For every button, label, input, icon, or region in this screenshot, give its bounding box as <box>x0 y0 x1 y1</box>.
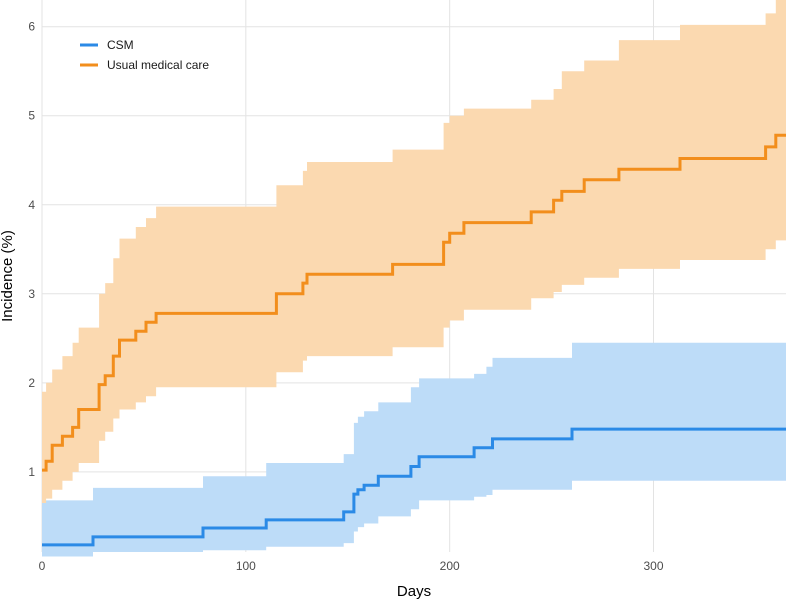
y-tick-label: 6 <box>28 20 35 34</box>
series-line-2 <box>42 133 786 472</box>
legend: CSM Usual medical care <box>80 38 209 72</box>
y-axis-ticks: 1 2 3 4 5 6 <box>28 20 35 479</box>
y-tick-label: 3 <box>28 287 35 301</box>
x-axis-title: Days <box>397 583 431 599</box>
series-lines <box>42 133 786 547</box>
y-tick-label: 5 <box>28 109 35 123</box>
y-axis-title: Incidence (%) <box>0 230 16 322</box>
x-axis-ticks: 0 100 200 300 <box>39 559 664 573</box>
x-tick-label: 200 <box>440 559 460 573</box>
y-tick-label: 4 <box>28 198 35 212</box>
x-tick-label: 300 <box>643 559 663 573</box>
series-line-1 <box>42 427 786 547</box>
x-tick-label: 100 <box>236 559 256 573</box>
y-tick-label: 2 <box>28 376 35 390</box>
legend-label: Usual medical care <box>107 58 209 72</box>
legend-label: CSM <box>107 38 134 52</box>
confidence-bands <box>42 0 786 557</box>
x-tick-label: 0 <box>39 559 46 573</box>
y-tick-label: 1 <box>28 465 35 479</box>
confidence-band-1 <box>42 342 786 557</box>
confidence-band-2 <box>42 0 786 503</box>
